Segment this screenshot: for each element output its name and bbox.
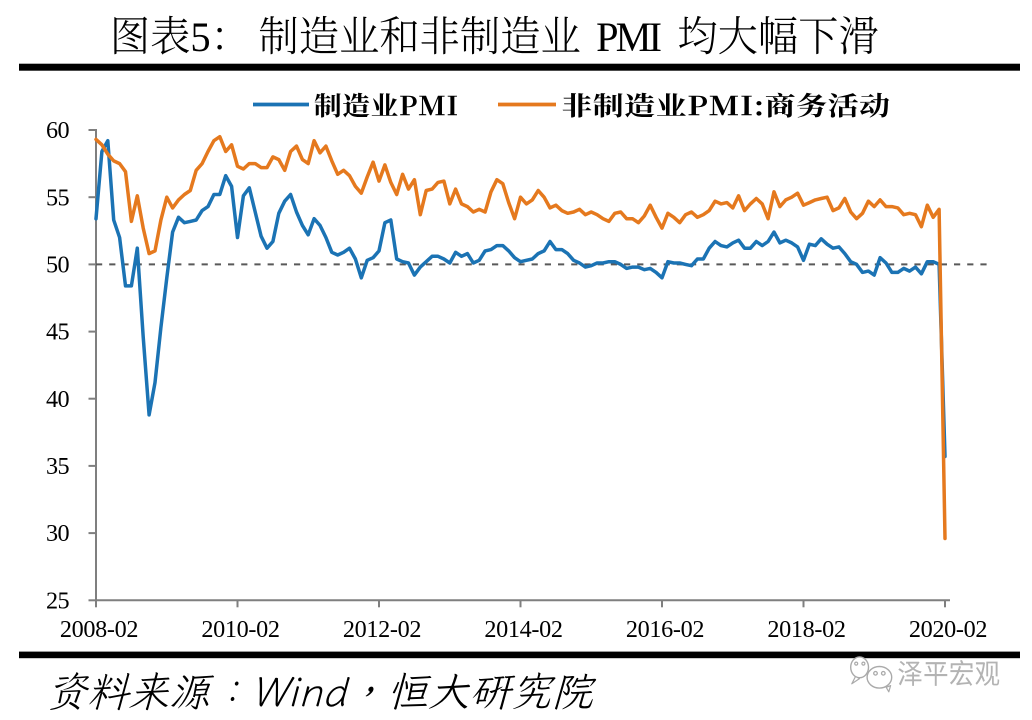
svg-text:2020-02: 2020-02 xyxy=(909,616,987,643)
svg-text:25: 25 xyxy=(46,587,69,614)
svg-text:2012-02: 2012-02 xyxy=(343,616,421,643)
svg-text:60: 60 xyxy=(46,117,69,144)
svg-text:2018-02: 2018-02 xyxy=(767,616,845,643)
svg-text:2008-02: 2008-02 xyxy=(60,616,138,643)
svg-text:2016-02: 2016-02 xyxy=(626,616,704,643)
svg-text:45: 45 xyxy=(46,319,69,346)
svg-text:30: 30 xyxy=(46,520,69,547)
svg-text:55: 55 xyxy=(46,184,69,211)
svg-text:40: 40 xyxy=(46,386,69,413)
svg-text:50: 50 xyxy=(46,252,69,279)
svg-text:35: 35 xyxy=(46,453,69,480)
svg-text:2014-02: 2014-02 xyxy=(484,616,562,643)
svg-text:2010-02: 2010-02 xyxy=(201,616,279,643)
